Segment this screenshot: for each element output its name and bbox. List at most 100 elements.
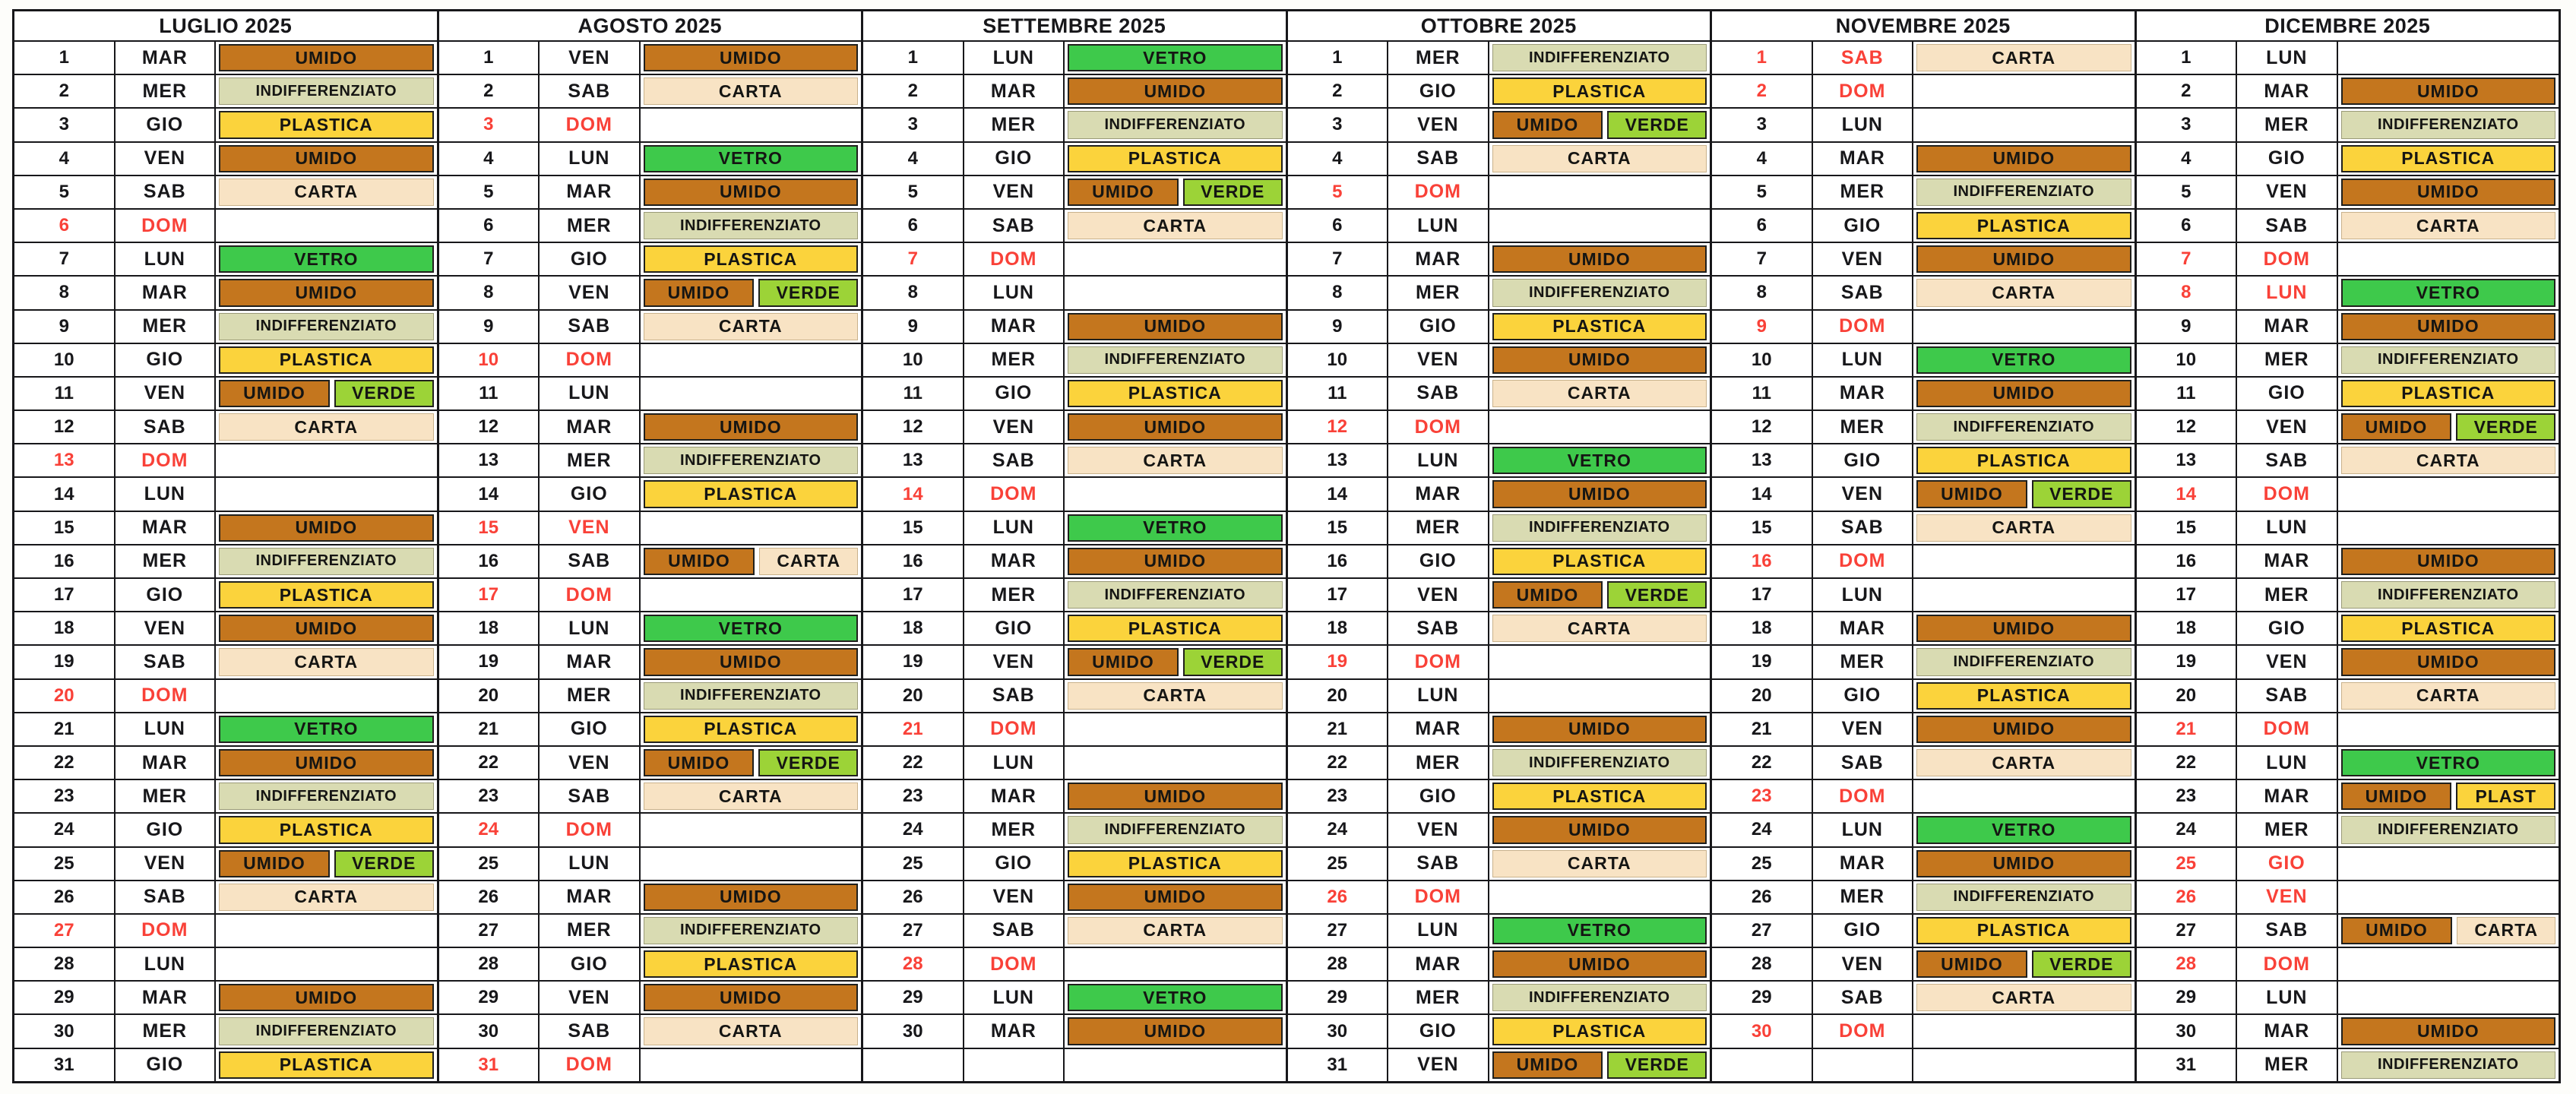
waste-badge-carta: CARTA	[1068, 447, 1283, 475]
day-name-cell: MAR	[1388, 243, 1489, 276]
waste-badge-indifferenziato: INDIFFERENZIATO	[1916, 883, 2131, 911]
day-number-cell: 5	[2137, 175, 2238, 208]
waste-badge-umido: UMIDO	[1068, 312, 1283, 340]
day-name-cell: GIO	[540, 478, 641, 511]
collection-cell	[2338, 243, 2559, 275]
waste-badge-indifferenziato: INDIFFERENZIATO	[643, 447, 858, 475]
waste-badge-umido: UMIDO	[1916, 849, 2131, 877]
day-row: 25 GIO PLASTICA	[863, 846, 1286, 880]
day-name-cell	[964, 1048, 1065, 1081]
day-row: 17 VEN UMIDO VERDE	[1287, 577, 1710, 612]
day-number-cell: 11	[2137, 377, 2238, 410]
day-name-cell: VEN	[1388, 814, 1489, 846]
day-name-cell: VEN	[2237, 411, 2338, 444]
collection-cell: PLASTICA	[1065, 378, 1285, 409]
day-row: 12 DOM	[1287, 409, 1710, 444]
day-row: 13 DOM	[14, 443, 437, 477]
day-number-cell: 14	[439, 478, 540, 511]
day-row: 20 SAB CARTA	[2136, 678, 2559, 712]
day-row: 13 MER INDIFFERENZIATO	[438, 443, 861, 477]
day-number-cell: 25	[2137, 847, 2238, 880]
waste-badge-umido: UMIDO	[1492, 581, 1603, 609]
day-name-cell: MER	[116, 780, 217, 813]
day-number-cell: 12	[2137, 411, 2238, 444]
collection-cell: PLASTICA	[641, 948, 861, 980]
collection-cell: CARTA	[1913, 42, 2134, 74]
waste-badge-carta: CARTA	[1492, 144, 1707, 172]
collection-cell	[1913, 109, 2134, 141]
waste-badge-plastica: PLASTICA	[1492, 1017, 1707, 1045]
day-name-cell: SAB	[116, 646, 217, 678]
day-row: 20 GIO PLASTICA	[1712, 678, 2135, 712]
day-number-cell: 4	[1288, 142, 1389, 175]
day-number-cell: 17	[1288, 579, 1389, 612]
waste-badge-umido: UMIDO	[1916, 950, 2027, 979]
collection-cell: PLASTICA	[1489, 75, 1710, 107]
day-number-cell: 9	[1288, 310, 1389, 343]
day-name-cell: SAB	[1813, 42, 1914, 74]
day-row: 7 MAR UMIDO	[1287, 242, 1710, 276]
month-title: OTTOBRE 2025	[1287, 11, 1710, 40]
day-number-cell: 21	[1288, 713, 1389, 745]
day-number-cell: 12	[439, 411, 540, 444]
day-name-cell: MAR	[1388, 948, 1489, 981]
day-number-cell: 16	[439, 545, 540, 577]
day-row: 20 MER INDIFFERENZIATO	[438, 678, 861, 712]
waste-badge-carta: CARTA	[1916, 984, 2131, 1012]
waste-badge-carta: CARTA	[1068, 916, 1283, 945]
collection-cell	[1489, 881, 1710, 913]
day-name-cell: DOM	[1388, 646, 1489, 678]
day-number-cell: 22	[439, 746, 540, 779]
waste-badge-umido: UMIDO	[2340, 648, 2555, 676]
day-name-cell: DOM	[1388, 881, 1489, 913]
day-name-cell: LUN	[964, 511, 1065, 544]
day-row: 26 DOM	[1287, 879, 1710, 913]
collection-cell: UMIDO VERDE	[641, 277, 861, 308]
day-row: 18 GIO PLASTICA	[863, 611, 1286, 645]
day-row: 16 MAR UMIDO	[2136, 543, 2559, 577]
waste-badge-umido: UMIDO	[219, 984, 434, 1012]
day-name-cell: GIO	[116, 343, 217, 376]
day-number-cell: 24	[14, 814, 116, 846]
day-name-cell: SAB	[2237, 914, 2338, 947]
day-number-cell: 26	[14, 881, 116, 913]
collection-cell: UMIDO VERDE	[1913, 478, 2134, 510]
day-row: 11 LUN	[438, 375, 861, 410]
day-name-cell: DOM	[2237, 243, 2338, 276]
day-name-cell: SAB	[116, 175, 217, 208]
collection-cell	[1065, 713, 1285, 745]
day-number-cell: 1	[863, 42, 964, 74]
day-name-cell: SAB	[1388, 847, 1489, 880]
day-name-cell: VEN	[1388, 109, 1489, 141]
day-number-cell: 24	[439, 814, 540, 846]
month-title: NOVEMBRE 2025	[1712, 11, 2135, 40]
collection-cell: UMIDO	[1913, 143, 2134, 175]
collection-cell: UMIDO	[1913, 243, 2134, 275]
waste-badge-plastica: PLASTICA	[2340, 379, 2555, 408]
collection-cell	[1065, 948, 1285, 980]
day-row: 12 SAB CARTA	[14, 409, 437, 444]
collection-cell	[2338, 948, 2559, 980]
day-name-cell: LUN	[116, 713, 217, 745]
day-number-cell: 18	[1712, 612, 1813, 645]
day-number-cell: 8	[1288, 277, 1389, 309]
day-row: 7 GIO PLASTICA	[438, 242, 861, 276]
day-name-cell: MER	[964, 579, 1065, 612]
day-name-cell: VEN	[1388, 579, 1489, 612]
day-number-cell: 24	[863, 814, 964, 846]
day-name-cell: VEN	[964, 881, 1065, 913]
day-number-cell: 9	[14, 310, 116, 343]
waste-badge-verde: VERDE	[2031, 480, 2131, 508]
day-name-cell: GIO	[116, 109, 217, 141]
collection-cell: INDIFFERENZIATO	[641, 444, 861, 476]
day-row: 22 SAB CARTA	[1712, 745, 2135, 779]
collection-cell: INDIFFERENZIATO	[1913, 411, 2134, 443]
day-row: 14 DOM	[863, 476, 1286, 511]
collection-cell: PLASTICA	[641, 713, 861, 745]
collection-cell: VETRO	[1065, 982, 1285, 1013]
day-row: 16 MER INDIFFERENZIATO	[14, 543, 437, 577]
day-name-cell: DOM	[540, 579, 641, 612]
day-row: 5 VEN UMIDO	[2136, 174, 2559, 208]
collection-cell	[1489, 411, 1710, 443]
